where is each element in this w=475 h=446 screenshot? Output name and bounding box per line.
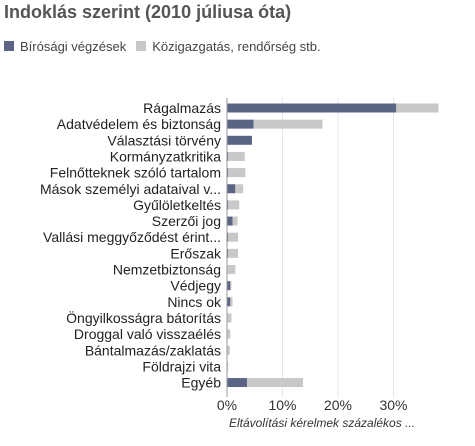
category-label: Földrajzi vita — [142, 358, 221, 374]
bar-court-orders — [227, 378, 247, 388]
bar-government — [396, 103, 439, 113]
bar-government — [230, 281, 232, 291]
bar-government — [235, 184, 244, 194]
bar-government — [227, 313, 232, 323]
bar-court-orders — [227, 184, 236, 194]
bar-court-orders — [227, 216, 233, 226]
bar-government — [228, 248, 239, 258]
legend-item-court-orders[interactable]: Bírósági végzések — [4, 39, 126, 54]
x-tick-label: 10% — [268, 397, 296, 413]
bar-government — [228, 232, 239, 242]
bar-court-orders — [227, 151, 229, 161]
chart-title: Indoklás szerint (2010 júliusa óta) — [4, 2, 292, 22]
bar-court-orders — [227, 281, 231, 291]
bar-government — [228, 151, 245, 161]
category-label: Vallási meggyőződést érint... — [43, 229, 221, 245]
category-label: Gyűlöletkeltés — [133, 197, 221, 213]
bar-government — [253, 119, 323, 129]
category-label: Nemzetbiztonság — [113, 262, 221, 278]
category-label: Adatvédelem és biztonság — [57, 116, 221, 132]
x-axis-title: Eltávolítási kérelmek százalékos ... — [229, 416, 415, 430]
bar-court-orders — [227, 168, 229, 178]
bar-government — [228, 200, 240, 210]
category-label: Erőszak — [170, 245, 222, 261]
bar-court-orders — [227, 297, 231, 307]
bar-court-orders — [227, 248, 229, 258]
legend-label-court-orders: Bírósági végzések — [20, 38, 127, 54]
x-tick-label: 20% — [324, 397, 352, 413]
bar-government — [246, 378, 304, 388]
x-tick-label: 30% — [379, 397, 407, 413]
category-label: Mások személyi adataival v... — [40, 181, 221, 197]
legend-swatch-government — [136, 41, 147, 51]
bar-court-orders — [227, 103, 397, 113]
legend-swatch-court-orders — [4, 41, 14, 51]
bar-court-orders — [227, 232, 229, 242]
legend: Bírósági végzések Közigazgatás, rendőrsé… — [4, 38, 331, 54]
bar-court-orders — [227, 200, 229, 210]
bar-government — [227, 345, 230, 355]
bar-government — [227, 265, 236, 274]
category-label: Választási törvény — [107, 132, 221, 148]
category-label: Védjegy — [170, 278, 221, 294]
bar-court-orders — [227, 119, 254, 129]
legend-item-government[interactable]: Közigazgatás, rendőrség stb. — [136, 38, 321, 54]
category-label: Rágalmazás — [143, 100, 221, 116]
bar-court-orders — [227, 135, 252, 145]
category-label: Szerzői jog — [152, 213, 221, 229]
category-label: Kormányzatkritika — [110, 148, 221, 164]
bar-government — [228, 168, 246, 178]
legend-label-government: Közigazgatás, rendőrség stb. — [152, 38, 321, 54]
category-label: Nincs ok — [167, 294, 222, 310]
category-label: Droggal való visszaélés — [74, 326, 221, 342]
bar-government — [232, 216, 238, 226]
category-label: Bántalmazás/zaklatás — [85, 342, 221, 358]
bar-government — [230, 297, 233, 307]
x-tick-label: 0% — [217, 397, 237, 413]
bar-government — [227, 329, 231, 339]
category-label: Felnőtteknek szóló tartalom — [50, 165, 221, 181]
category-label: Egyéb — [181, 375, 221, 391]
category-label: Öngyilkosságra bátorítás — [66, 309, 221, 326]
bar-government — [227, 361, 229, 371]
